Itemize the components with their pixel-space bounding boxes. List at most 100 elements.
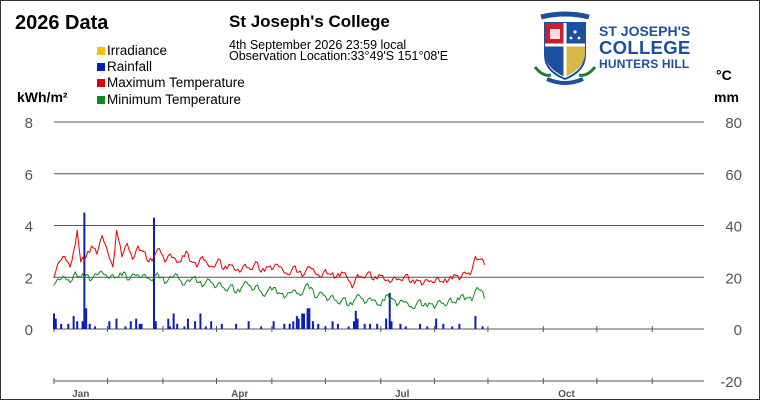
min-temperature-point: [353, 299, 355, 302]
rainfall-bar: [363, 323, 366, 329]
min-temperature-point: [483, 297, 485, 299]
rainfall-bar: [297, 318, 300, 329]
max-temperature-point: [112, 266, 114, 268]
min-temperature-point: [64, 276, 66, 278]
min-temperature-point: [385, 294, 387, 296]
logo-text-line1: ST JOSEPH'S: [599, 23, 691, 39]
min-temperature-point: [235, 292, 237, 294]
rainfall-bar: [54, 318, 57, 329]
rainfall-bar: [108, 321, 111, 329]
rainfall-bar: [183, 326, 186, 329]
page-title: 2026 Data: [15, 12, 109, 34]
rainfall-bar: [292, 321, 295, 329]
right-tick-label: 60: [725, 167, 742, 184]
max-temperature-point: [265, 266, 268, 268]
min-temperature-point: [139, 276, 141, 278]
right-tick-label: 20: [725, 270, 742, 287]
min-temperature-point: [401, 299, 403, 302]
max-temperature-point: [389, 281, 391, 284]
max-temperature-point: [458, 279, 460, 281]
max-temperature-point: [469, 274, 471, 276]
right-axis-unit-rainfall: mm: [714, 89, 739, 105]
rainfall-bar: [129, 321, 132, 329]
min-temperature-point: [471, 299, 473, 302]
min-temperature-point: [428, 302, 430, 304]
rainfall-bar: [72, 316, 75, 329]
rainfall-bar: [124, 326, 127, 329]
rainfall-bar: [306, 308, 309, 329]
max-temperature-point: [426, 279, 428, 281]
min-temperature-point: [69, 281, 71, 284]
rainfall-bar: [140, 323, 143, 329]
rainfall-bar: [331, 321, 334, 329]
min-temperature-point: [455, 302, 457, 304]
min-temperature-point: [278, 292, 280, 294]
max-temperature-point: [308, 266, 310, 268]
min-temperature-point: [101, 271, 103, 273]
max-temperature-point: [142, 250, 144, 252]
min-temperature-point: [106, 276, 109, 278]
min-temperature-point: [224, 289, 227, 291]
max-temperature-point: [249, 268, 252, 271]
rainfall-bar: [426, 326, 429, 329]
legend-swatch-irradiance: [97, 47, 105, 55]
max-temperature-point: [271, 268, 273, 271]
min-temperature-point: [337, 302, 339, 304]
rainfall-bar: [481, 326, 484, 329]
logo-text-line3: HUNTERS HILL: [599, 57, 690, 71]
max-temperature-point: [180, 261, 182, 263]
rainfall-bar: [272, 321, 275, 329]
min-temperature-point: [480, 289, 482, 291]
min-temperature-point: [283, 297, 285, 299]
max-temperature-line: [53, 230, 485, 289]
rainfall-bar: [135, 318, 138, 329]
min-temperature-point: [465, 297, 468, 299]
school-crest-icon: [533, 11, 597, 85]
min-temperature-point: [144, 274, 146, 276]
min-temperature-point: [449, 297, 452, 299]
max-temperature-point: [442, 281, 444, 284]
min-temperature-point: [396, 305, 398, 307]
rainfall-bar: [311, 321, 314, 329]
max-temperature-point: [190, 261, 193, 263]
rainfall-bar: [390, 321, 393, 329]
min-temperature-point: [331, 294, 334, 296]
left-tick-label: 2: [25, 270, 33, 287]
min-temperature-point: [155, 274, 157, 276]
max-temperature-point: [464, 271, 466, 273]
month-label: Jan: [72, 389, 89, 399]
rainfall-bar: [451, 326, 454, 329]
min-temperature-point: [305, 284, 307, 286]
max-temperature-point: [335, 276, 337, 278]
min-temperature-point: [417, 299, 419, 302]
max-temperature-point: [217, 258, 219, 260]
rainfall-bar: [235, 323, 238, 329]
legend-label: Minimum Temperature: [107, 92, 242, 107]
min-temperature-point: [342, 297, 344, 299]
max-temperature-point: [233, 268, 235, 271]
min-temperature-point: [165, 281, 168, 284]
rainfall-bar: [169, 326, 172, 329]
rainfall-bar: [167, 318, 170, 329]
rainfall-bar: [194, 321, 197, 329]
legend-swatch-min-temperature: [97, 96, 105, 104]
max-temperature-point: [126, 243, 128, 245]
max-temperature-point: [480, 258, 482, 260]
min-temperature-point: [90, 279, 93, 281]
max-temperature-point: [298, 271, 300, 273]
min-temperature-point: [198, 281, 200, 284]
min-temperature-point: [85, 274, 87, 276]
min-temperature-point: [460, 294, 462, 296]
rainfall-bar: [404, 326, 407, 329]
min-temperature-point: [358, 294, 360, 296]
rainfall-bar: [199, 313, 202, 329]
rainfall-bar: [94, 326, 97, 329]
min-temperature-point: [444, 305, 446, 307]
max-temperature-point: [367, 271, 369, 273]
min-temperature-point: [176, 274, 178, 276]
min-temperature-point: [294, 289, 296, 291]
rainfall-bar: [376, 323, 379, 329]
max-temperature-point: [351, 287, 353, 289]
rainfall-bar: [295, 316, 298, 329]
